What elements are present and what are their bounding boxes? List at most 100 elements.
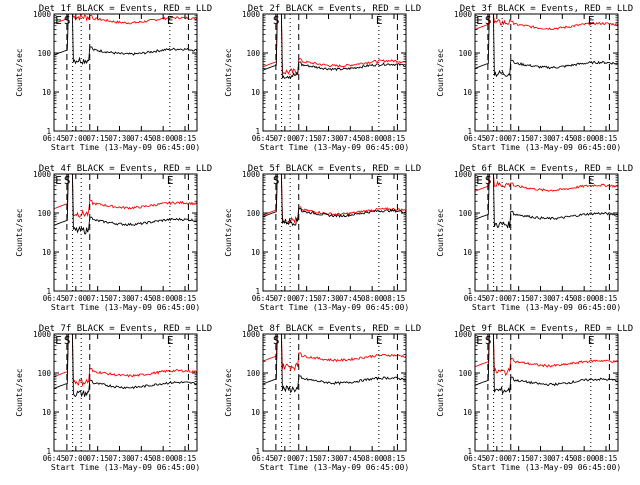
x-tick-label: 08:15 — [595, 134, 618, 143]
plot-frame — [474, 173, 619, 292]
event-marker-label: S — [485, 14, 492, 27]
x-tick-label: 06:45 — [252, 134, 275, 143]
y-tick-label: 100 — [37, 369, 51, 378]
x-tick-label: 07:30 — [529, 454, 552, 463]
x-tick-label: 07:00 — [486, 294, 509, 303]
panel-title: Det 7f BLACK = Events, RED = LLD — [39, 324, 212, 334]
y-tick-label: 1 — [255, 287, 260, 296]
panel-title: Det 6f BLACK = Events, RED = LLD — [460, 164, 633, 174]
y-tick-label: 10 — [251, 88, 261, 97]
event-marker-label: E — [476, 334, 483, 347]
x-tick-label: 06:45 — [43, 454, 66, 463]
event-marker-label: E — [376, 14, 383, 27]
y-tick-label: 10 — [42, 248, 52, 257]
x-tick-label: 08:00 — [361, 294, 384, 303]
plot-frame — [262, 13, 407, 132]
event-marker-label: S — [485, 174, 492, 187]
x-tick-label: 08:15 — [174, 454, 197, 463]
x-tick-label: 08:15 — [383, 454, 406, 463]
event-marker-label: E — [588, 174, 595, 187]
event-marker-label: S — [64, 334, 71, 347]
x-tick-label: 07:45 — [130, 294, 153, 303]
x-tick-label: 07:30 — [108, 134, 131, 143]
x-tick-label: 07:45 — [130, 134, 153, 143]
y-tick-label: 100 — [458, 209, 472, 218]
x-tick-label: 07:15 — [507, 454, 530, 463]
x-tick-label: 08:00 — [361, 454, 384, 463]
x-tick-label: 06:45 — [252, 454, 275, 463]
x-axis-label: Start Time (13-May-09 06:45:00) — [472, 303, 621, 312]
y-tick-label: 10 — [251, 408, 261, 417]
x-tick-label: 07:45 — [551, 454, 574, 463]
y-axis-label: Counts/sec — [15, 208, 24, 256]
x-tick-label: 08:00 — [152, 294, 175, 303]
panel-title: Det 2f BLACK = Events, RED = LLD — [248, 4, 421, 14]
x-axis-label: Start Time (13-May-09 06:45:00) — [51, 303, 200, 312]
lld-series-line — [53, 13, 198, 25]
event-marker-label: S — [273, 174, 280, 187]
plot-frame — [53, 13, 198, 132]
y-tick-label: 1 — [46, 447, 51, 456]
y-tick-label: 1000 — [242, 10, 261, 19]
lld-series-line — [262, 333, 407, 372]
panel-title: Det 3f BLACK = Events, RED = LLD — [460, 4, 633, 14]
x-axis-label: Start Time (13-May-09 06:45:00) — [472, 463, 621, 472]
event-marker-label: E — [167, 14, 174, 27]
event-marker-label: S — [485, 334, 492, 347]
y-tick-label: 10 — [42, 88, 52, 97]
events-series-line — [474, 333, 619, 395]
x-tick-label: 07:15 — [507, 134, 530, 143]
x-tick-label: 07:30 — [108, 454, 131, 463]
x-tick-label: 08:15 — [174, 134, 197, 143]
y-tick-label: 1 — [255, 447, 260, 456]
plot-frame — [53, 173, 198, 292]
x-axis-label: Start Time (13-May-09 06:45:00) — [472, 143, 621, 152]
panel-title: Det 5f BLACK = Events, RED = LLD — [248, 164, 421, 174]
x-tick-label: 06:45 — [464, 134, 487, 143]
x-tick-label: 08:15 — [595, 454, 618, 463]
x-tick-label: 07:30 — [529, 134, 552, 143]
y-tick-label: 1000 — [454, 330, 473, 339]
events-series-line — [262, 13, 407, 80]
event-marker-label: E — [167, 174, 174, 187]
x-tick-label: 07:45 — [130, 454, 153, 463]
y-axis-label: Counts/sec — [224, 48, 233, 96]
panel-title: Det 8f BLACK = Events, RED = LLD — [248, 324, 421, 334]
event-marker-label: S — [64, 14, 71, 27]
events-series-line — [53, 13, 198, 65]
x-tick-label: 06:45 — [464, 294, 487, 303]
x-tick-label: 08:15 — [174, 294, 197, 303]
y-axis-label: Counts/sec — [15, 368, 24, 416]
event-marker-label: E — [55, 174, 62, 187]
event-marker-label: E — [55, 334, 62, 347]
y-tick-label: 100 — [246, 209, 260, 218]
x-tick-label: 07:15 — [295, 454, 318, 463]
y-axis-label: Counts/sec — [224, 368, 233, 416]
panel-title: Det 9f BLACK = Events, RED = LLD — [460, 324, 633, 334]
panel-title: Det 1f BLACK = Events, RED = LLD — [39, 4, 212, 14]
x-tick-label: 07:15 — [86, 134, 109, 143]
x-axis-label: Start Time (13-May-09 06:45:00) — [260, 463, 409, 472]
x-axis-label: Start Time (13-May-09 06:45:00) — [260, 143, 409, 152]
y-axis-label: Counts/sec — [224, 208, 233, 256]
x-tick-label: 07:45 — [339, 294, 362, 303]
x-axis-label: Start Time (13-May-09 06:45:00) — [260, 303, 409, 312]
plot-frame — [474, 333, 619, 452]
x-tick-label: 07:00 — [65, 454, 88, 463]
y-tick-label: 100 — [246, 369, 260, 378]
y-tick-label: 1 — [467, 287, 472, 296]
x-tick-label: 07:15 — [295, 294, 318, 303]
y-tick-label: 10 — [251, 248, 261, 257]
x-tick-label: 07:00 — [65, 294, 88, 303]
x-tick-label: 07:00 — [274, 294, 297, 303]
plot-frame — [53, 333, 198, 452]
y-tick-label: 10 — [463, 408, 473, 417]
x-tick-label: 06:45 — [43, 294, 66, 303]
x-tick-label: 07:00 — [274, 454, 297, 463]
